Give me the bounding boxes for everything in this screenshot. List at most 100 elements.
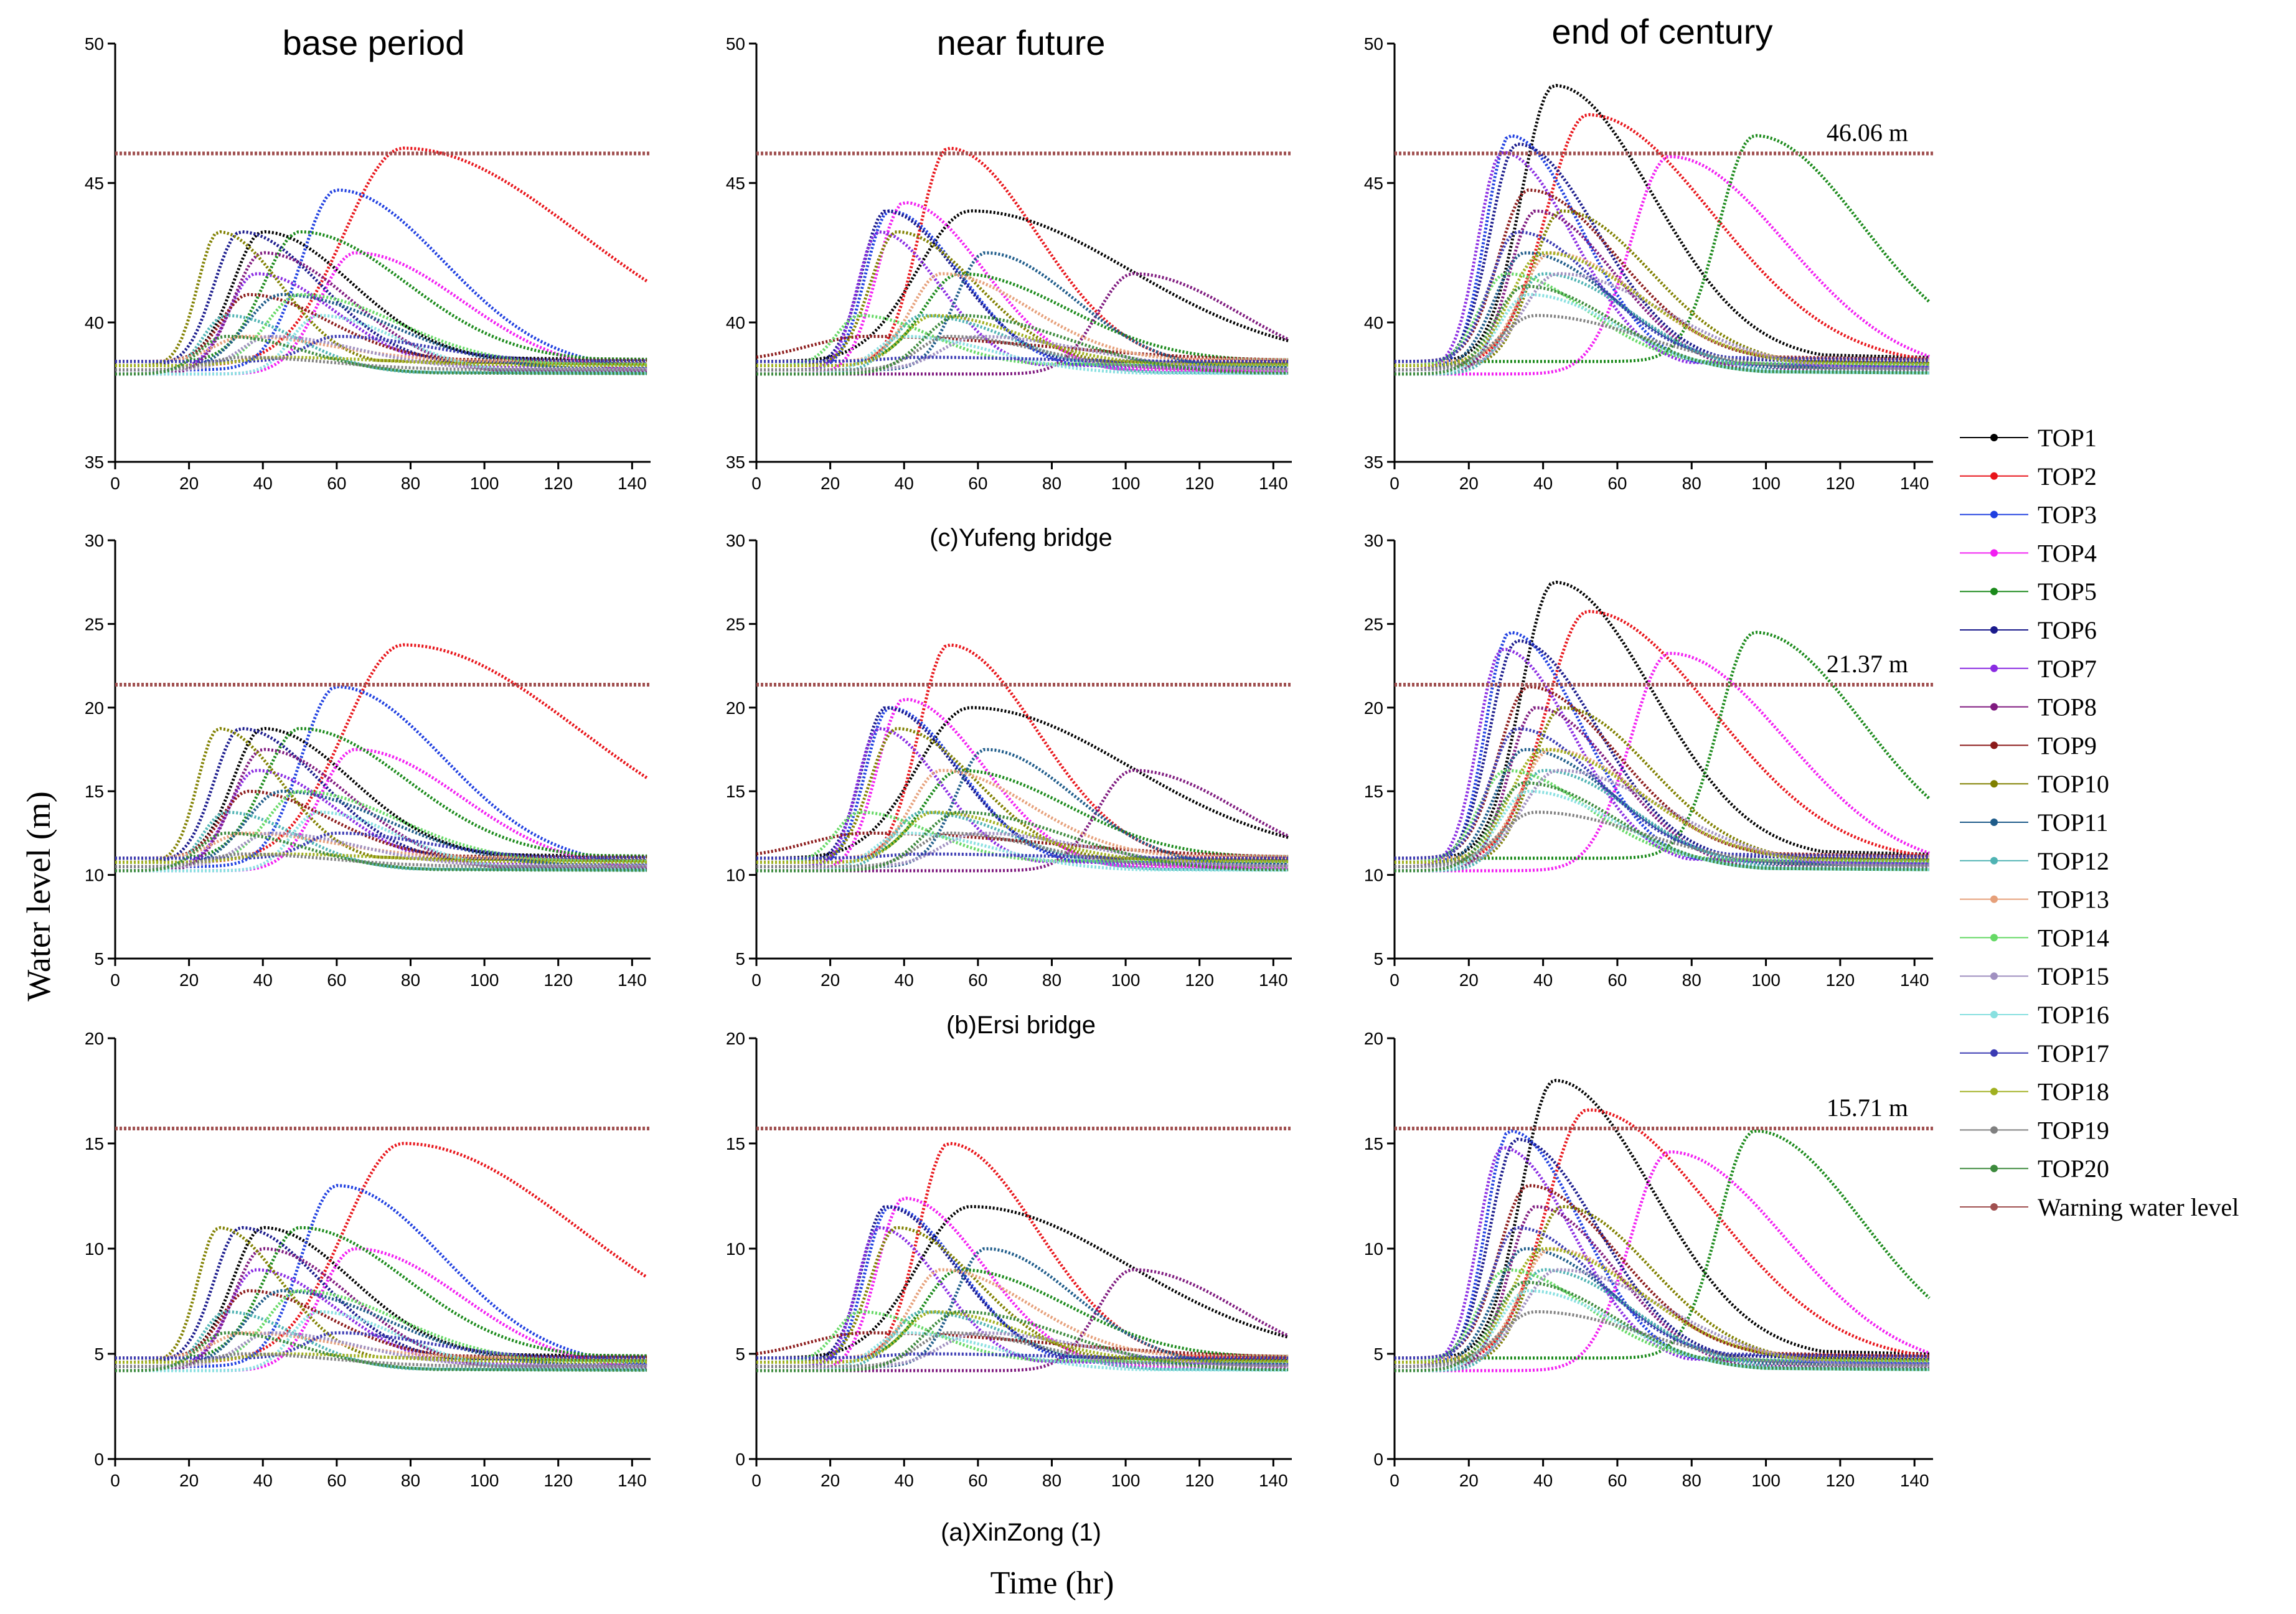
- series-line-top18: [1395, 251, 1930, 367]
- y-tick-label: 5: [735, 949, 745, 969]
- legend-swatch-marker: [1990, 895, 1998, 903]
- series-line-top6: [1395, 1137, 1930, 1364]
- series-line-top2: [1395, 113, 1930, 367]
- y-tick-label: 10: [1364, 1239, 1383, 1259]
- legend-swatch-marker: [1990, 1011, 1998, 1018]
- x-tick-label: 60: [968, 474, 987, 493]
- series-line-top7: [756, 726, 1289, 868]
- series-line-top13: [756, 272, 1289, 364]
- series-line-top7: [115, 1268, 647, 1368]
- legend-item: TOP15: [1960, 962, 2109, 990]
- legend-item: TOP19: [1960, 1116, 2109, 1144]
- y-tick-label: 0: [735, 1450, 745, 1469]
- legend-label: TOP11: [2038, 809, 2108, 837]
- series-line-top8: [756, 769, 1289, 873]
- x-tick-label: 20: [1459, 474, 1479, 493]
- warning-level-label: 15.71 m: [1827, 1094, 1908, 1122]
- series-line-top5: [756, 1268, 1289, 1360]
- warning-level-label: 21.37 m: [1827, 650, 1908, 678]
- x-tick-label: 40: [253, 1471, 273, 1490]
- x-tick-label: 40: [1533, 1471, 1553, 1490]
- series-line-top11: [1395, 748, 1929, 868]
- series-line-top9: [1395, 1184, 1930, 1360]
- y-tick-label: 35: [726, 453, 745, 472]
- legend-item: TOP6: [1960, 616, 2097, 644]
- warning-level-label: 46.06 m: [1827, 119, 1908, 147]
- x-tick-label: 80: [401, 1471, 420, 1490]
- legend-label: TOP18: [2038, 1078, 2109, 1106]
- series-line-top11: [115, 1289, 647, 1368]
- series-line-top3: [115, 188, 647, 372]
- legend-swatch-marker: [1990, 1049, 1998, 1057]
- series-line-top10: [115, 1226, 647, 1364]
- legend-label: TOP13: [2038, 886, 2109, 914]
- series-line-top18: [115, 1352, 647, 1364]
- legend-label: TOP4: [2038, 539, 2097, 567]
- legend-item: TOP7: [1960, 655, 2097, 683]
- x-tick-label: 20: [1459, 970, 1479, 990]
- legend-swatch-marker: [1990, 588, 1998, 596]
- legend-swatch-marker: [1990, 664, 1998, 672]
- x-tick-label: 80: [401, 474, 420, 493]
- legend-label: TOP15: [2038, 962, 2109, 990]
- series-line-top1: [756, 706, 1289, 860]
- legend-label: TOP2: [2038, 462, 2097, 490]
- series-line-top3: [115, 685, 647, 868]
- legend-item: TOP4: [1960, 539, 2097, 567]
- legend-label: TOP16: [2038, 1001, 2109, 1029]
- series-line-top17: [1395, 726, 1930, 860]
- series-line-top19: [1395, 314, 1930, 372]
- y-tick-label: 20: [85, 1029, 104, 1048]
- legend-label: TOP9: [2038, 731, 2097, 759]
- series-line-top4: [115, 748, 647, 873]
- series-line-top14: [115, 789, 647, 864]
- panel-r2-c0: 0 5 10 15 20 0 20 40 60 80 100 120 140: [85, 1029, 651, 1490]
- x-tick-label: 20: [1459, 1471, 1479, 1490]
- x-tick-label: 80: [1042, 970, 1061, 990]
- row-caption-xinzong: (a)XinZong (1): [941, 1519, 1101, 1546]
- series-line-top12: [756, 1310, 1289, 1372]
- series-line-top17: [756, 852, 1289, 860]
- legend-item: TOP10: [1960, 770, 2109, 798]
- legend-item: TOP9: [1960, 731, 2097, 759]
- y-tick-label: 35: [85, 453, 104, 472]
- legend-label: TOP1: [2038, 424, 2097, 452]
- series-line-top17: [115, 831, 647, 860]
- y-tick-label: 15: [85, 782, 104, 801]
- legend-swatch-marker: [1990, 472, 1998, 480]
- legend-label: TOP10: [2038, 770, 2109, 798]
- x-tick-label: 20: [179, 474, 199, 493]
- x-tick-label: 60: [327, 1471, 346, 1490]
- series-line-top8: [115, 251, 647, 376]
- series-line-top11: [115, 293, 647, 372]
- x-tick-label: 100: [470, 970, 499, 990]
- x-tick-label: 0: [1390, 970, 1400, 990]
- y-tick-label: 30: [1364, 531, 1383, 550]
- series-line-top16: [1395, 1289, 1929, 1372]
- x-tick-label: 140: [618, 970, 647, 990]
- x-tick-label: 0: [1390, 474, 1400, 493]
- x-tick-label: 120: [1185, 1471, 1214, 1490]
- legend-label: TOP7: [2038, 655, 2097, 683]
- legend-item: TOP14: [1960, 924, 2109, 952]
- x-tick-label: 120: [1185, 474, 1214, 493]
- legend-label: TOP3: [2038, 501, 2097, 529]
- series-line-top8: [115, 748, 647, 873]
- legend-label: TOP5: [2038, 578, 2097, 606]
- series-line-top1: [756, 209, 1289, 364]
- x-tick-label: 60: [327, 970, 346, 990]
- legend-item: TOP5: [1960, 578, 2097, 606]
- x-tick-label: 120: [543, 1471, 573, 1490]
- legend-label: TOP12: [2038, 847, 2109, 875]
- series-line-top4: [756, 1196, 1289, 1372]
- series-line-top20: [756, 314, 1289, 376]
- legend-label: TOP17: [2038, 1039, 2109, 1067]
- legend-swatch-marker: [1990, 741, 1998, 749]
- y-tick-label: 50: [1364, 34, 1383, 54]
- x-tick-label: 0: [110, 474, 120, 493]
- legend-label: TOP8: [2038, 693, 2097, 721]
- series-line-top17: [115, 1331, 647, 1360]
- legend-swatch-marker: [1990, 972, 1998, 980]
- x-tick-label: 120: [1826, 970, 1855, 990]
- series-line-top14: [756, 810, 1289, 864]
